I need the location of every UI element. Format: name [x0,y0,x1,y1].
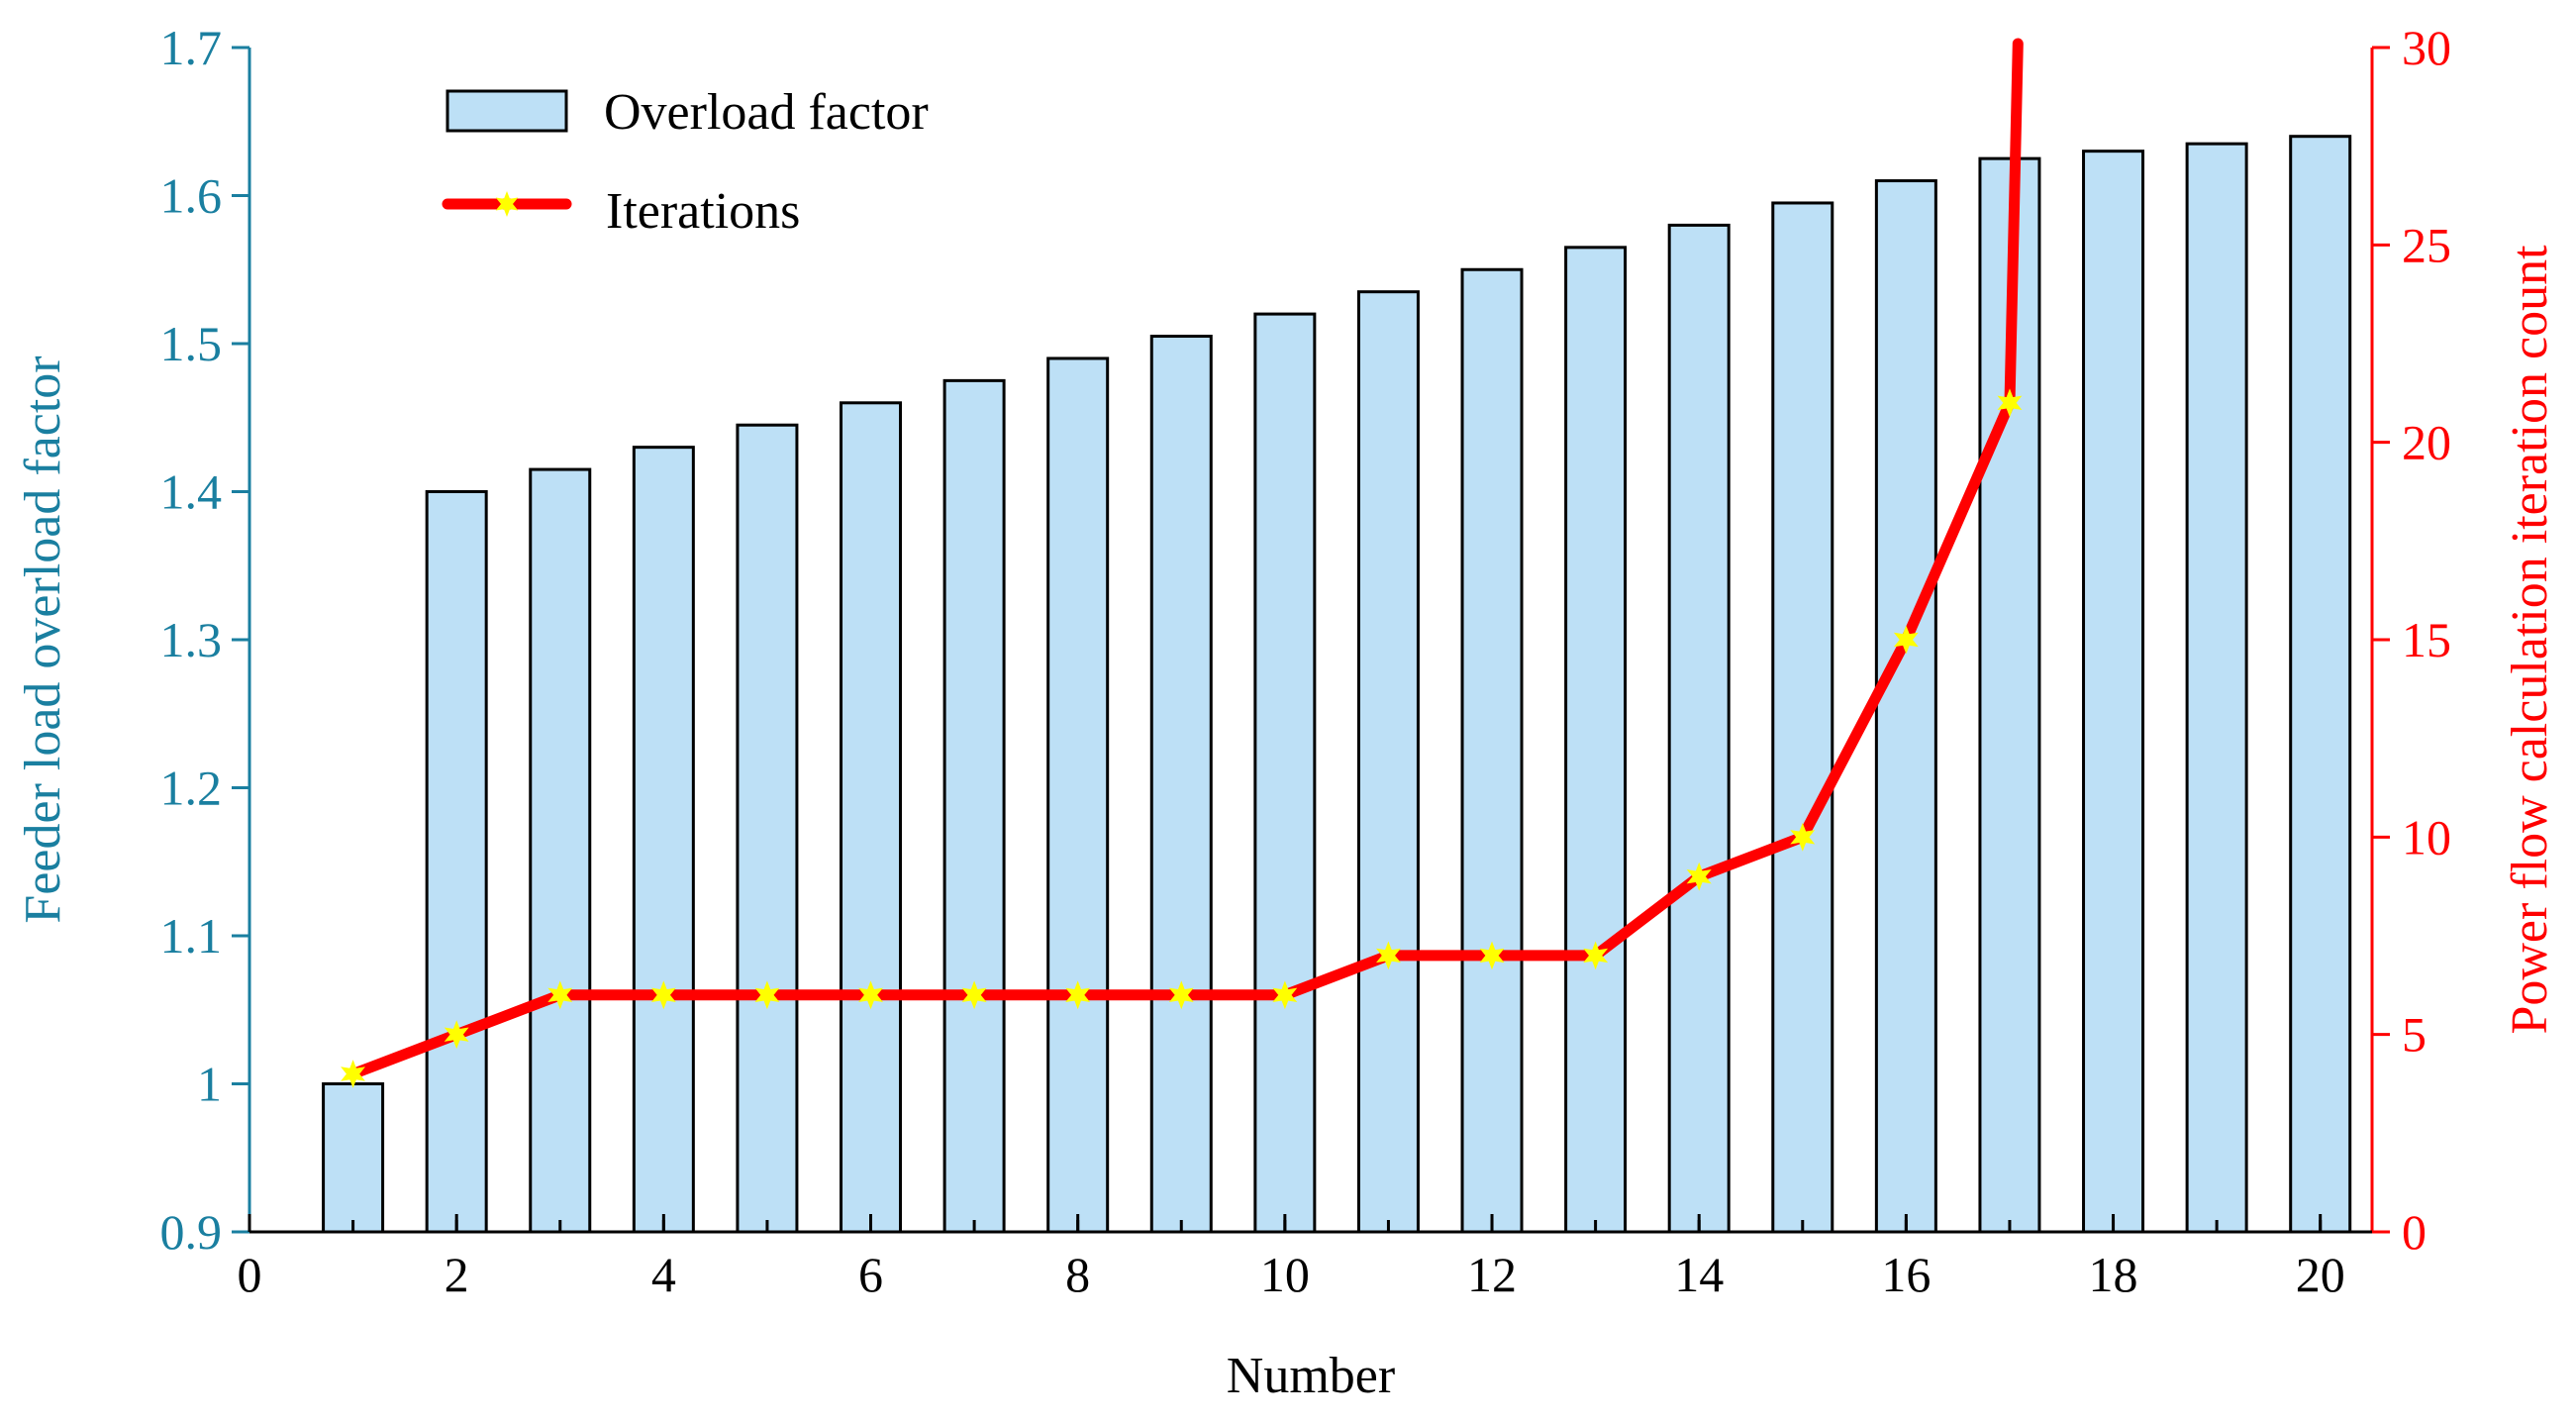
iteration-point-3 [547,980,573,1010]
right-tick-label: 30 [2402,20,2451,75]
x-tick-label: 16 [1881,1247,1931,1302]
right-tick-label: 15 [2402,612,2451,667]
iterations-line [347,38,2024,1079]
iteration-point-16 [1893,625,1919,655]
x-tick-label: 8 [1065,1247,1090,1302]
left-tick-label: 1 [197,1057,222,1112]
bar-1 [322,1082,385,1234]
x-tick-label: 12 [1467,1247,1517,1302]
ticks-layer: 0.9 1 1.1 1.2 1.3 1.4 1.5 1.6 1.7 0 5 10 15 20 25 30 0 2 4… [160,20,2452,1302]
x-tick-label: 14 [1674,1247,1724,1302]
bar-3 [529,467,592,1234]
x-axis-title: Number [1227,1348,1395,1404]
iteration-point-14 [1686,862,1712,891]
right-tick-label: 10 [2402,809,2451,864]
iteration-point-7 [961,980,987,1010]
left-tick-label: 1.7 [160,20,223,75]
line-layer [341,38,2024,1088]
x-tick-label: 20 [2296,1247,2345,1302]
left-tick-label: 1.4 [160,464,223,520]
x-tick-label: 18 [2089,1247,2138,1302]
bar-13 [1564,246,1628,1234]
right-tick-label: 20 [2402,415,2451,470]
bar-9 [1149,335,1213,1234]
x-tick-label: 6 [858,1247,883,1302]
right-axis-title: Power flow calculation iteration count [2502,245,2558,1035]
iteration-point-1 [341,1060,365,1088]
legend: Overload factor Iterations [442,84,929,240]
bar-2 [425,490,488,1234]
left-tick-label: 1.2 [160,761,223,816]
bar-14 [1667,223,1731,1234]
left-axis-title: Feeder load overload factor [15,356,71,923]
bar-12 [1460,267,1524,1234]
bar-5 [736,423,799,1234]
x-tick-label: 10 [1260,1247,1310,1302]
right-tick-label: 25 [2402,217,2451,272]
iteration-point-17 [1997,388,2023,418]
legend-bar-label: Overload factor [604,84,929,141]
iteration-point-13 [1583,941,1609,970]
bar-10 [1253,312,1317,1234]
left-tick-label: 1.6 [160,168,223,224]
bar-15 [1771,201,1834,1234]
bars-layer [322,135,2352,1234]
bar-18 [2082,150,2145,1234]
legend-bar-swatch [446,89,568,133]
bar-11 [1356,290,1420,1234]
iteration-point-10 [1272,980,1298,1010]
iteration-point-15 [1790,822,1816,852]
left-tick-label: 0.9 [160,1204,223,1260]
iteration-point-5 [754,980,780,1010]
bar-8 [1046,356,1110,1234]
bar-7 [942,378,1006,1234]
iteration-point-12 [1479,941,1505,970]
iteration-point-6 [858,980,884,1010]
left-tick-label: 1.1 [160,908,223,964]
iteration-point-4 [650,980,676,1010]
iteration-point-9 [1168,980,1194,1010]
iteration-point-2 [444,1020,469,1050]
legend-line-label: Iterations [606,183,800,240]
x-tick-label: 0 [238,1247,262,1302]
left-tick-label: 1.5 [160,316,223,371]
bar-6 [840,401,903,1234]
x-tick-label: 4 [651,1247,676,1302]
right-tick-label: 0 [2402,1204,2427,1260]
right-tick-label: 5 [2402,1007,2427,1063]
iteration-point-8 [1065,980,1091,1010]
bar-20 [2289,135,2352,1234]
legend-star-marker [495,191,519,217]
left-tick-label: 1.3 [160,612,223,667]
bar-19 [2185,142,2248,1234]
iteration-point-11 [1376,941,1401,970]
bar-4 [632,446,695,1234]
bar-16 [1874,179,1937,1234]
x-tick-label: 2 [445,1247,469,1302]
